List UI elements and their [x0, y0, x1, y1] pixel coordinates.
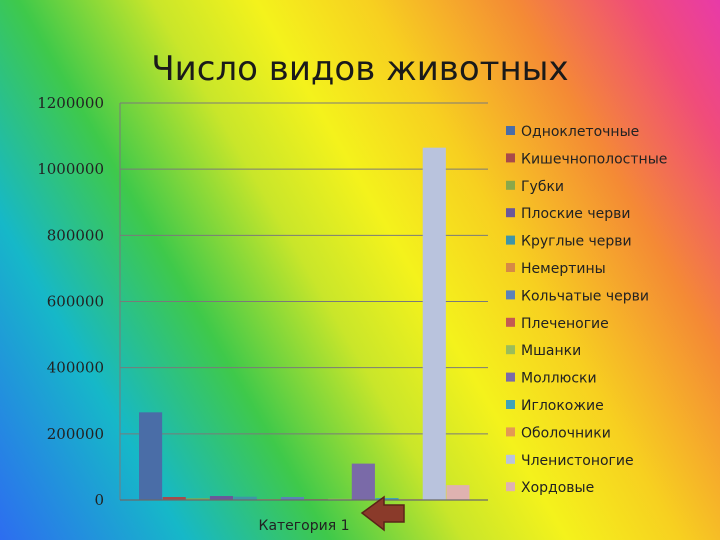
bar — [351, 463, 375, 500]
y-tick-label: 600000 — [47, 293, 104, 311]
legend-swatch — [506, 263, 515, 272]
legend-swatch — [506, 427, 515, 437]
legend-label: Губки — [521, 179, 564, 195]
bar — [233, 496, 257, 500]
legend-label: Немертины — [521, 261, 606, 277]
legend: Одноклеточные Кишечнополостные Губки Плоски… — [506, 124, 667, 496]
gridlines — [119, 102, 488, 501]
legend-label: Моллюски — [521, 371, 597, 387]
bar — [186, 498, 210, 500]
y-tick-label: 1200000 — [37, 94, 104, 112]
bar — [139, 412, 163, 500]
legend-swatch — [506, 400, 515, 409]
bar — [375, 498, 399, 500]
legend-label: Оболочники — [521, 425, 611, 441]
legend-swatch — [506, 208, 515, 218]
legend-label: Хордовые — [521, 480, 594, 496]
legend-swatch — [506, 372, 515, 382]
legend-label: Плеченогие — [521, 316, 609, 332]
y-tick-label: 400000 — [47, 359, 104, 377]
y-tick-label: 0 — [94, 491, 104, 509]
legend-label: Круглые черви — [521, 234, 632, 250]
bars — [139, 147, 470, 500]
legend-swatch — [506, 153, 515, 163]
y-tick-label: 200000 — [47, 425, 104, 443]
legend-label: Иглокожие — [521, 398, 604, 414]
legend-swatch — [506, 345, 515, 355]
bar — [209, 496, 234, 500]
legend-label: Одноклеточные — [521, 124, 639, 140]
legend-swatch — [506, 317, 515, 327]
chart-title: Число видов животных — [151, 49, 568, 89]
y-tick-label: 1000000 — [37, 160, 104, 178]
legend-swatch — [506, 290, 515, 300]
legend-label: Членистоногие — [521, 453, 634, 469]
bar — [280, 497, 304, 500]
bar — [422, 147, 446, 500]
bar — [328, 498, 352, 500]
bar — [446, 485, 470, 500]
legend-swatch — [506, 180, 515, 190]
legend-label: Плоские черви — [521, 206, 630, 222]
legend-label: Кишечнополостные — [521, 151, 667, 167]
category-label: Категория 1 — [259, 518, 350, 534]
left-arrow-icon — [360, 495, 405, 532]
arrow-shape — [360, 495, 405, 532]
legend-swatch — [506, 454, 515, 464]
legend-swatch — [506, 126, 515, 135]
y-axis-ticks: 0 200000 400000 600000 800000 1000000 1200000 — [37, 94, 104, 509]
y-tick-label: 800000 — [47, 226, 104, 244]
legend-label: Кольчатые черви — [521, 288, 649, 304]
legend-swatch — [506, 235, 515, 245]
bar — [162, 497, 186, 500]
legend-label: Мшанки — [521, 343, 581, 359]
legend-swatch — [506, 482, 515, 492]
